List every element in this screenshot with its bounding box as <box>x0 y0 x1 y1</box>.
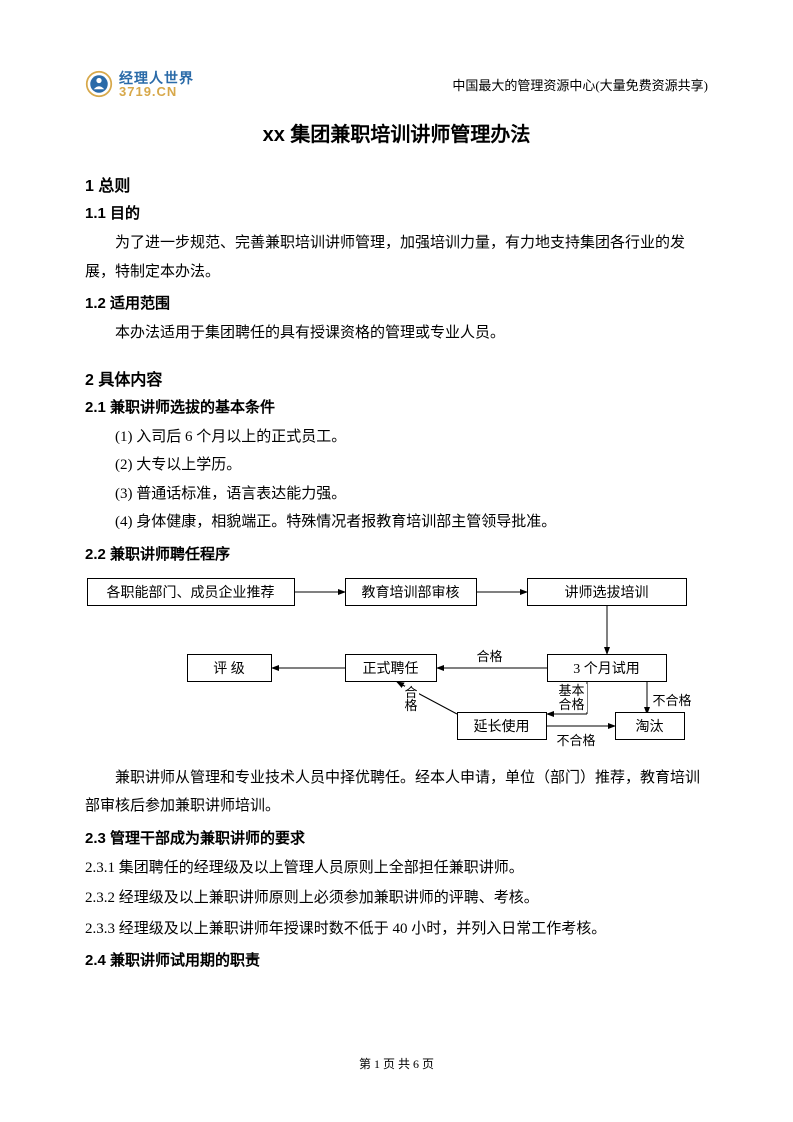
section-2-3-heading: 2.3 管理干部成为兼职讲师的要求 <box>85 827 708 848</box>
flow-box-trial: 3 个月试用 <box>547 654 667 682</box>
flow-label-basic-pass: 基本合格 <box>559 684 587 713</box>
section-2-1-heading: 2.1 兼职讲师选拔的基本条件 <box>85 396 708 417</box>
flow-box-recommend: 各职能部门、成员企业推荐 <box>87 578 295 606</box>
logo-text: 经理人世界 3719.CN <box>119 71 194 98</box>
flow-box-eliminate: 淘汰 <box>615 712 685 740</box>
section-2-3-3: 2.3.3 经理级及以上兼职讲师年授课时数不低于 40 小时，并列入日常工作考核… <box>85 915 708 944</box>
list-item-1: (1) 入司后 6 个月以上的正式员工。 <box>85 423 708 452</box>
list-item-2: (2) 大专以上学历。 <box>85 451 708 480</box>
section-1-heading: 1 总则 <box>85 172 708 196</box>
flow-box-grade: 评 级 <box>187 654 272 682</box>
header-right-text: 中国最大的管理资源中心(大量免费资源共享) <box>452 75 708 94</box>
section-2-3-2: 2.3.2 经理级及以上兼职讲师原则上必须参加兼职讲师的评聘、考核。 <box>85 884 708 913</box>
logo-title: 经理人世界 <box>119 71 194 85</box>
flow-box-extend: 延长使用 <box>457 712 547 740</box>
section-2-3-1: 2.3.1 集团聘任的经理级及以上管理人员原则上全部担任兼职讲师。 <box>85 854 708 883</box>
document-title: xx 集团兼职培训讲师管理办法 <box>85 118 708 147</box>
list-item-4: (4) 身体健康，相貌端正。特殊情况者报教育培训部主管领导批准。 <box>85 508 708 537</box>
section-2-2-after-text: 兼职讲师从管理和专业技术人员中择优聘任。经本人申请，单位（部门）推荐，教育培训部… <box>85 764 708 821</box>
logo-block: 经理人世界 3719.CN <box>85 70 194 98</box>
flow-label-pass-2: 合格 <box>405 686 419 712</box>
section-1-2-heading: 1.2 适用范围 <box>85 292 708 313</box>
section-2-heading: 2 具体内容 <box>85 366 708 390</box>
section-1-2-text: 本办法适用于集团聘任的具有授课资格的管理或专业人员。 <box>85 319 708 348</box>
list-item-3: (3) 普通话标准，语言表达能力强。 <box>85 480 708 509</box>
section-1-1-text: 为了进一步规范、完善兼职培训讲师管理，加强培训力量，有力地支持集团各行业的发展，… <box>85 229 708 286</box>
flow-label-fail-1: 不合格 <box>653 690 692 709</box>
page-footer: 第 1 页 共 6 页 <box>0 1055 793 1072</box>
flow-label-fail-2: 不合格 <box>557 730 596 749</box>
page-container: 经理人世界 3719.CN 中国最大的管理资源中心(大量免费资源共享) xx 集… <box>0 0 793 1122</box>
flowchart: 各职能部门、成员企业推荐 教育培训部审核 讲师选拔培训 评 级 正式聘任 3 个… <box>87 574 707 754</box>
logo-subtitle: 3719.CN <box>119 85 194 98</box>
section-2-4-heading: 2.4 兼职讲师试用期的职责 <box>85 949 708 970</box>
section-2-2-heading: 2.2 兼职讲师聘任程序 <box>85 543 708 564</box>
flow-box-review: 教育培训部审核 <box>345 578 477 606</box>
page-header: 经理人世界 3719.CN 中国最大的管理资源中心(大量免费资源共享) <box>85 70 708 98</box>
flow-box-training: 讲师选拔培训 <box>527 578 687 606</box>
flow-label-pass-1: 合格 <box>477 646 503 665</box>
globe-person-icon <box>85 70 113 98</box>
flow-box-appoint: 正式聘任 <box>345 654 437 682</box>
section-1-1-heading: 1.1 目的 <box>85 202 708 223</box>
